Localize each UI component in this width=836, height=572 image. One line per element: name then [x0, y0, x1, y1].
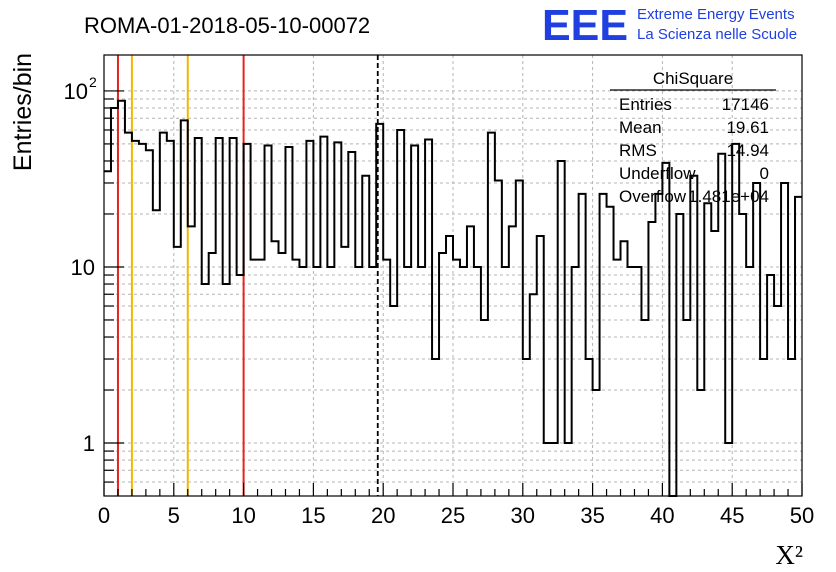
stats-label: Entries: [619, 95, 672, 114]
logo-line-2: La Scienza nelle Scuole: [637, 26, 797, 43]
stats-label: Mean: [619, 118, 662, 137]
x-tick-label: 35: [580, 503, 604, 528]
stats-value: 17146: [722, 95, 769, 114]
x-tick-label: 15: [301, 503, 325, 528]
eee-logo: EEE: [542, 1, 628, 50]
x-tick-label: 30: [511, 503, 535, 528]
stats-label: Underflow: [619, 164, 696, 183]
x-tick-label: 45: [720, 503, 744, 528]
stats-value: 14.94: [726, 141, 769, 160]
stats-title: ChiSquare: [653, 69, 733, 88]
logo-line-1: Extreme Energy Events: [637, 6, 795, 23]
grid-lines: [104, 55, 802, 496]
histogram-series: [104, 99, 802, 497]
stats-box: ChiSquare Entries 17146 Mean 19.61 RMS 14.94 U…: [610, 69, 776, 206]
y-tick-label: 10: [71, 255, 95, 280]
histogram-outline: [104, 99, 802, 497]
stats-label: RMS: [619, 141, 657, 160]
x-tick-label: 25: [441, 503, 465, 528]
y-tick-exponent: 2: [89, 74, 97, 90]
x-tick-label: 5: [168, 503, 180, 528]
x-tick-label: 10: [231, 503, 255, 528]
x-axis-title: X²: [775, 540, 803, 570]
stats-value: 1.481e+04: [688, 187, 769, 206]
stats-rows: Entries 17146 Mean 19.61 RMS 14.94 Underflow 0 O…: [619, 95, 769, 206]
y-tick-label: 1: [83, 431, 95, 456]
stats-value: 0: [760, 164, 769, 183]
y-axis-title: Entries/bin: [9, 53, 37, 171]
run-title: ROMA-01-2018-05-10-00072: [84, 13, 370, 38]
stats-value: 19.61: [726, 118, 769, 137]
x-tick-label: 20: [371, 503, 395, 528]
y-tick-label: 10: [64, 79, 88, 104]
stats-label: Overflow: [619, 187, 687, 206]
x-tick-label: 50: [790, 503, 814, 528]
x-tick-label: 0: [98, 503, 110, 528]
x-tick-label: 40: [650, 503, 674, 528]
